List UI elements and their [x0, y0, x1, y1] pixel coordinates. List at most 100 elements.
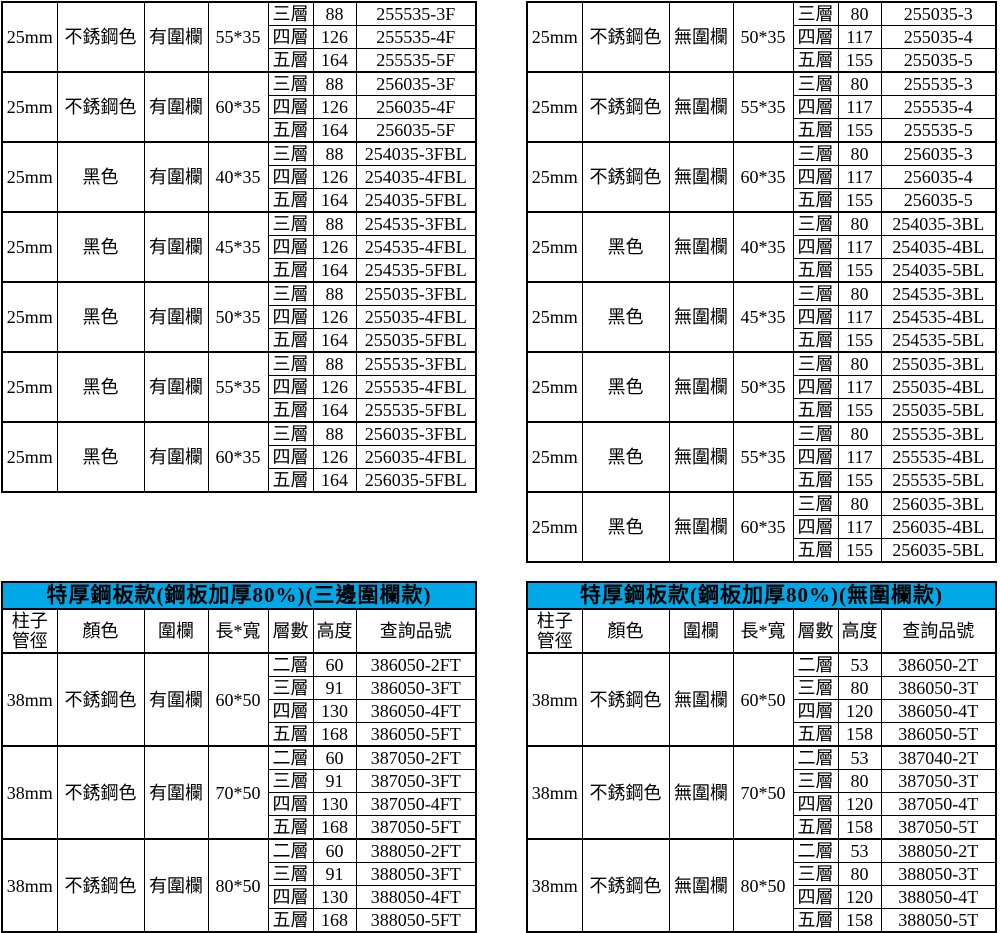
- cell-height: 80: [837, 421, 882, 446]
- cell-layers: 五層: [267, 398, 314, 423]
- cell-fence: 無圍欄: [668, 745, 734, 840]
- cell-layers: 三層: [267, 141, 314, 166]
- table-row: 25mm 黑色 有圍欄 55*35 三層 88 255535-3FBL: [1, 351, 477, 423]
- cell-layers: 二層: [792, 745, 839, 770]
- table-row: 四層 126 254535-4FBL: [2, 235, 477, 259]
- cell-code: 255535-3F: [355, 1, 477, 26]
- cell-height: 88: [312, 1, 357, 26]
- cell-code: 387040-2T: [880, 745, 997, 770]
- cell-color: 不銹鋼色: [56, 652, 145, 747]
- cell-color: 黑色: [581, 281, 670, 353]
- cell-height: 80: [837, 141, 882, 166]
- table-row: 25mm 不銹鋼色 無圍欄 60*35 三層 80 256035-3: [526, 141, 997, 213]
- cell-height: 88: [312, 211, 357, 236]
- cell-code: 388050-4T: [880, 885, 997, 909]
- cell-code: 255535-3FBL: [355, 351, 477, 376]
- cell-height: 91: [312, 769, 357, 793]
- cell-layers: 五層: [267, 258, 314, 283]
- cell-code: 255035-3FBL: [355, 281, 477, 306]
- cell-layers: 五層: [792, 48, 839, 73]
- cell-layers: 五層: [792, 908, 839, 933]
- cell-color: 黑色: [56, 351, 145, 423]
- cell-color: 不銹鋼色: [581, 141, 670, 213]
- col-header-fence: 圍欄: [143, 608, 209, 654]
- cell-diameter: 25mm: [1, 421, 58, 493]
- table-row: 五層 158 386050-5T: [527, 722, 997, 747]
- cell-code: 386050-4T: [880, 699, 997, 723]
- table-row: 三層 91 386050-3FT: [2, 676, 477, 700]
- cell-layers: 三層: [792, 281, 839, 306]
- col-header-layers: 層數: [267, 608, 314, 654]
- cell-diameter: 25mm: [1, 1, 58, 73]
- cell-code: 255535-5FBL: [355, 398, 477, 423]
- cell-height: 80: [837, 351, 882, 376]
- cell-layers: 三層: [267, 351, 314, 376]
- cell-layers: 五層: [792, 258, 839, 283]
- col-header-diameter: 柱子 管徑: [526, 608, 583, 654]
- cell-height: 155: [837, 258, 882, 283]
- cell-code: 256035-3FBL: [355, 421, 477, 446]
- cell-size: 60*50: [732, 652, 794, 747]
- cell-size: 40*35: [207, 141, 269, 213]
- cell-color: 不銹鋼色: [581, 1, 670, 73]
- cell-layers: 四層: [267, 95, 314, 119]
- cell-size: 40*35: [732, 211, 794, 283]
- cell-color: 不銹鋼色: [56, 1, 145, 73]
- cell-layers: 三層: [267, 211, 314, 236]
- col-header-code: 查詢品號: [355, 608, 477, 654]
- table-row: 五層 155 254535-5BL: [527, 328, 997, 353]
- cell-code: 254535-4BL: [880, 305, 997, 329]
- cell-layers: 五層: [267, 118, 314, 143]
- cell-height: 130: [312, 699, 357, 723]
- cell-size: 55*35: [732, 421, 794, 493]
- cell-height: 60: [312, 838, 357, 863]
- cell-color: 黑色: [581, 421, 670, 493]
- cell-layers: 五層: [267, 468, 314, 493]
- table-row: 25mm 黑色 有圍欄 45*35 三層 88 254535-3FBL: [1, 211, 477, 283]
- cell-code: 256035-4BL: [880, 515, 997, 539]
- cell-code: 386050-3FT: [355, 676, 477, 700]
- table-row: 五層 155 255035-5BL: [527, 398, 997, 423]
- cell-height: 53: [837, 838, 882, 863]
- table-row: 四層 130 388050-4FT: [2, 885, 477, 909]
- column-header-row: 柱子 管徑 顏色 圍欄 長*寬 層數 高度 查詢品號: [526, 608, 997, 654]
- cell-layers: 四層: [792, 885, 839, 909]
- cell-layers: 三層: [267, 421, 314, 446]
- cell-layers: 四層: [267, 235, 314, 259]
- cell-diameter: 25mm: [1, 141, 58, 213]
- cell-layers: 五層: [792, 722, 839, 747]
- table-row: 四層 117 255035-4BL: [527, 375, 997, 399]
- table-row: 四層 126 256035-4FBL: [2, 445, 477, 469]
- cell-diameter: 25mm: [526, 1, 583, 73]
- cell-height: 88: [312, 421, 357, 446]
- cell-diameter: 38mm: [526, 745, 583, 840]
- cell-height: 164: [312, 48, 357, 73]
- cell-layers: 三層: [792, 71, 839, 96]
- cell-size: 70*50: [732, 745, 794, 840]
- cell-height: 117: [837, 305, 882, 329]
- col-header-size: 長*寬: [732, 608, 794, 654]
- cell-height: 168: [312, 908, 357, 933]
- cell-diameter: 25mm: [526, 211, 583, 283]
- cell-layers: 四層: [792, 25, 839, 49]
- cell-height: 88: [312, 141, 357, 166]
- cell-layers: 四層: [267, 445, 314, 469]
- cell-color: 不銹鋼色: [56, 745, 145, 840]
- cell-fence: 有圍欄: [143, 1, 209, 73]
- cell-code: 255035-5: [880, 48, 997, 73]
- cell-height: 126: [312, 95, 357, 119]
- cell-height: 60: [312, 745, 357, 770]
- cell-layers: 四層: [267, 305, 314, 329]
- cell-fence: 無圍欄: [668, 71, 734, 143]
- cell-size: 60*50: [207, 652, 269, 747]
- table-row: 四層 120 386050-4T: [527, 699, 997, 723]
- cell-layers: 四層: [792, 235, 839, 259]
- cell-diameter: 38mm: [526, 652, 583, 747]
- table-row: 38mm 不銹鋼色 無圍欄 80*50 二層 53 388050-2T: [526, 838, 997, 933]
- cell-height: 164: [312, 258, 357, 283]
- cell-height: 155: [837, 48, 882, 73]
- cell-layers: 五層: [792, 328, 839, 353]
- table-row: 25mm 黑色 有圍欄 50*35 三層 88 255035-3FBL: [1, 281, 477, 353]
- cell-code: 387050-3FT: [355, 769, 477, 793]
- cell-height: 164: [312, 398, 357, 423]
